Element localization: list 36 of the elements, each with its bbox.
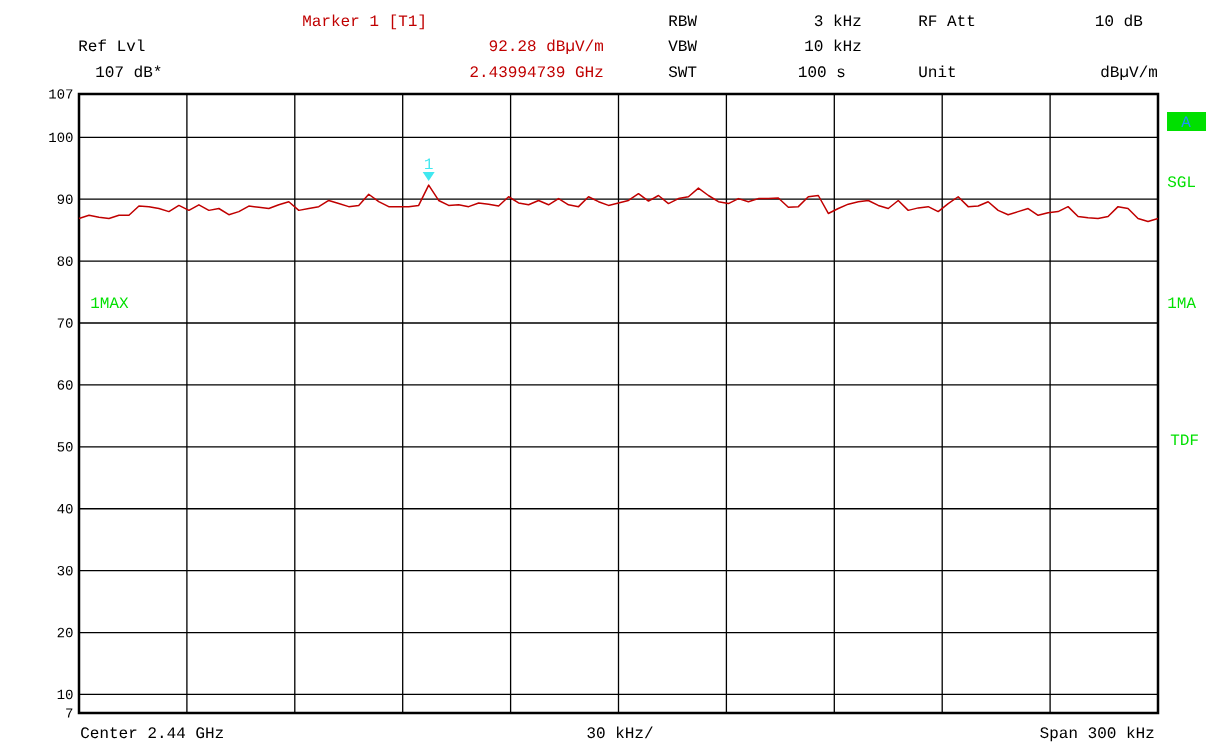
y-tick-label: 40 xyxy=(57,503,73,514)
text: RF Att xyxy=(919,15,975,27)
text: 92.28 dBµV/m xyxy=(489,39,603,55)
text: 1MA xyxy=(1168,297,1197,308)
y-tick-label: 20 xyxy=(57,627,73,638)
annotation: 1MAX xyxy=(91,297,129,308)
text: 10 kHz xyxy=(805,39,861,52)
annotation: 1 xyxy=(425,158,433,170)
text: 10 dB xyxy=(1095,14,1143,27)
text: VBW xyxy=(668,40,697,51)
y-tick-label: 60 xyxy=(57,380,73,390)
text: 2.43994739 GHz xyxy=(470,66,603,78)
text: 107 dB* xyxy=(96,65,161,78)
text: Span 300 kHz xyxy=(1040,726,1154,742)
text: Ref Lvl xyxy=(79,39,145,52)
text: Marker 1 [T1] xyxy=(303,14,424,30)
y-tick-label: 30 xyxy=(57,565,73,576)
y-tick-label: 107 xyxy=(49,89,73,99)
y-tick-label: 7 xyxy=(66,708,73,718)
y-tick-label: 90 xyxy=(57,194,73,204)
text: A xyxy=(1181,116,1191,127)
text: TDF xyxy=(1170,434,1198,445)
text: Unit xyxy=(919,65,955,78)
text: 3 kHz xyxy=(814,14,861,27)
text: SGL xyxy=(1167,176,1196,188)
y-tick-label: 100 xyxy=(49,132,73,143)
text: Center 2.44 GHz xyxy=(81,727,223,739)
text: 100 s xyxy=(798,66,845,78)
text: SWT xyxy=(668,66,697,78)
y-tick-label: 10 xyxy=(57,689,73,700)
text: 30 kHz/ xyxy=(587,726,653,739)
text: RBW xyxy=(669,15,697,26)
y-tick-label: 70 xyxy=(57,318,73,328)
text: dBµV/m xyxy=(1101,65,1157,81)
y-tick-label: 50 xyxy=(57,442,73,452)
y-tick-label: 80 xyxy=(57,256,73,266)
